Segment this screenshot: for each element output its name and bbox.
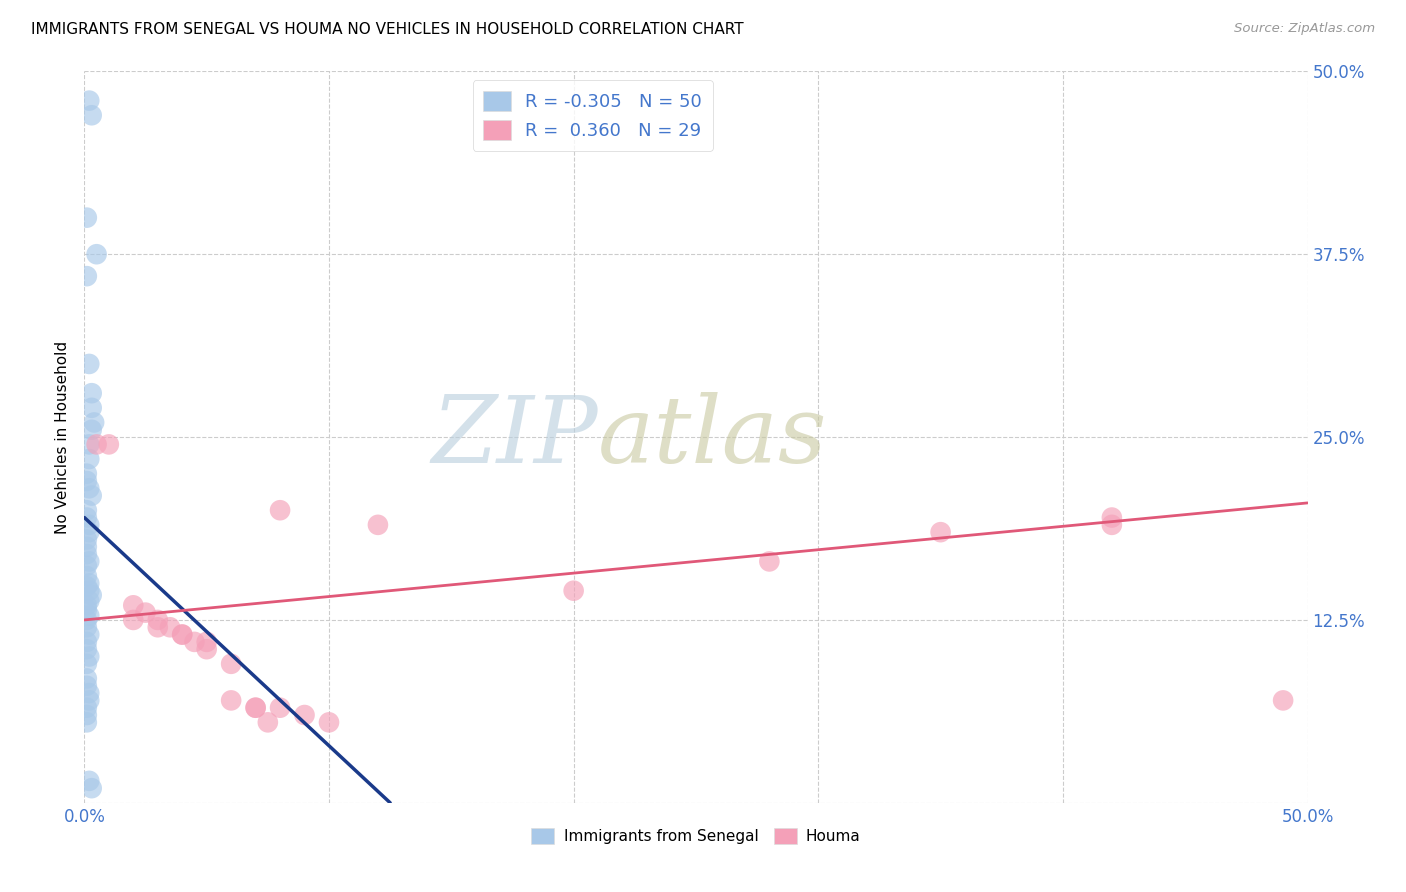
Point (122, 599, 145, 613)
Point (159, 620, 181, 634)
Point (76, 211, 98, 225)
Point (76, 533, 98, 547)
Point (77, 517, 100, 532)
Point (146, 620, 169, 634)
Point (77, 452, 100, 467)
Point (80, 781, 103, 796)
Point (245, 700, 267, 714)
Point (758, 554, 780, 568)
Point (77, 649, 100, 664)
Point (1101, 517, 1123, 532)
Point (76, 558, 98, 573)
Point (77, 627, 100, 641)
Point (76, 547, 98, 561)
Point (76, 579, 98, 593)
Point (80, 423, 103, 437)
Point (269, 503, 291, 517)
Point (219, 693, 242, 707)
Point (76, 599, 98, 613)
Point (195, 635, 218, 649)
Text: IMMIGRANTS FROM SENEGAL VS HOUMA NO VEHICLES IN HOUSEHOLD CORRELATION CHART: IMMIGRANTS FROM SENEGAL VS HOUMA NO VEHI… (31, 22, 744, 37)
Point (146, 613, 169, 627)
Point (80, 489, 103, 503)
Point (257, 715, 280, 730)
Point (77, 94, 100, 108)
Point (86, 437, 108, 451)
Point (77, 693, 100, 707)
Point (77, 437, 100, 451)
Point (245, 700, 267, 714)
Point (77, 773, 100, 788)
Point (76, 620, 98, 634)
Point (76, 540, 98, 554)
Point (172, 627, 194, 641)
Point (77, 594, 100, 608)
Point (77, 583, 100, 598)
Point (562, 583, 585, 598)
Point (76, 708, 98, 723)
Point (76, 569, 98, 583)
Point (269, 700, 291, 714)
Text: atlas: atlas (598, 392, 828, 482)
Point (76, 635, 98, 649)
Point (86, 247, 108, 261)
Legend: Immigrants from Senegal, Houma: Immigrants from Senegal, Houma (526, 822, 866, 850)
Point (80, 386, 103, 401)
Point (367, 517, 389, 532)
Point (172, 627, 194, 641)
Point (76, 679, 98, 693)
Point (76, 672, 98, 686)
Point (195, 642, 218, 657)
Y-axis label: No Vehicles in Household: No Vehicles in Household (55, 341, 70, 533)
Point (929, 525, 952, 540)
Point (77, 576, 100, 591)
Point (77, 608, 100, 623)
Point (76, 503, 98, 517)
Point (77, 481, 100, 495)
Point (76, 700, 98, 714)
Text: ZIP: ZIP (432, 392, 598, 482)
Point (80, 401, 103, 415)
Point (76, 510, 98, 524)
Point (80, 108, 103, 122)
Point (76, 467, 98, 481)
Point (318, 715, 340, 730)
Point (1272, 693, 1295, 707)
Point (219, 657, 242, 671)
Point (294, 708, 316, 723)
Text: Source: ZipAtlas.com: Source: ZipAtlas.com (1234, 22, 1375, 36)
Point (77, 357, 100, 371)
Point (76, 715, 98, 730)
Point (122, 613, 145, 627)
Point (76, 613, 98, 627)
Point (76, 603, 98, 617)
Point (76, 474, 98, 488)
Point (77, 525, 100, 540)
Point (1101, 510, 1123, 524)
Point (183, 635, 205, 649)
Point (80, 588, 103, 602)
Point (76, 642, 98, 657)
Point (77, 686, 100, 700)
Point (76, 269, 98, 284)
Point (135, 606, 157, 620)
Point (83, 416, 105, 430)
Point (77, 554, 100, 568)
Point (76, 657, 98, 671)
Point (97, 437, 120, 451)
